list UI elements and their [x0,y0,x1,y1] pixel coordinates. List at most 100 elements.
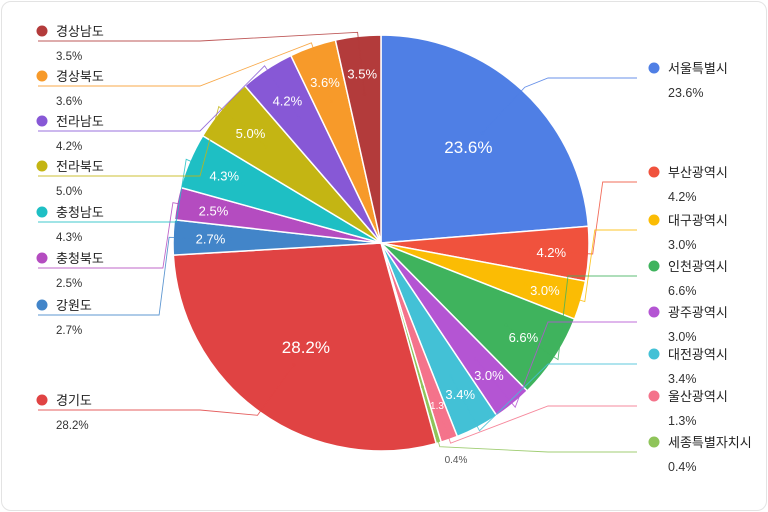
leader-dot [504,323,508,327]
leader-dot [449,374,453,378]
legend-item: 서울특별시 23.6% [648,62,728,100]
leader-line [38,42,333,102]
leader-line [422,386,637,453]
legend-color-dot [648,390,660,402]
slice-value-label: 1.3 [430,401,444,412]
leader-dot [264,145,268,149]
legend-percent: 23.6% [668,86,703,100]
legend-label: 전라남도 [56,115,104,130]
leader-line [38,31,365,95]
legend-percent: 3.0% [668,330,697,344]
slice-value-label: 3.5% [347,67,377,82]
legend-percent: 1.3% [668,414,697,428]
leader-dot [292,363,296,367]
legend-label: 충청북도 [56,252,104,267]
slice-value-label: 2.5% [199,204,229,219]
legend-percent: 3.6% [56,96,82,108]
legend-color-dot [648,214,660,226]
leader-line [38,158,244,223]
legend-item: 충청북도 2.5% [36,252,104,290]
legend-percent: 5.0% [56,186,82,198]
legend-item: 부산광역시 4.2% [648,166,728,204]
legend-percent: 3.0% [668,238,697,252]
leader-lines [38,31,637,453]
leader-dot [362,92,367,96]
legend-label: 경상남도 [56,25,104,40]
legend-color-dot [648,306,660,318]
legend-color-dot [36,70,48,82]
legend-label: 부산광역시 [668,166,728,181]
slice-value-label: 6.6% [509,330,539,345]
legend-item: 충청남도 4.3% [36,206,104,244]
legend-percent: 4.2% [668,190,697,204]
leader-dot [428,382,432,387]
legend-item: 강원도 2.7% [36,299,92,337]
legend-label: 전라북도 [56,160,104,175]
legend-color-dot [648,436,660,448]
legend-item: 광주광역시 3.0% [648,306,728,344]
slice-value-label: 4.2% [536,245,566,260]
legend-color-dot [648,62,660,74]
legend-label: 울산광역시 [668,390,728,405]
slice-value-labels: 23.6% 4.2% 3.0% 6.6% 3.0% 3.4%1.3 0.4% 28.2% 2.7… [196,67,567,467]
legend-color-dot [648,166,660,178]
slice-value-label: 3.4% [445,387,475,402]
slice-value-label: 28.2% [282,338,330,357]
legend-percent: 2.7% [56,325,82,337]
legend-percent: 28.2% [56,420,89,432]
legend-label: 대전광역시 [668,348,728,363]
legend-item: 대전광역시 3.4% [648,348,728,386]
legend-label: 경상북도 [56,70,104,85]
leader-line [530,181,637,255]
slice-value-label: 23.6% [444,138,492,157]
leader-dot [232,213,236,217]
leader-line [450,363,637,432]
legend-label: 강원도 [56,299,92,314]
legend-color-dot [36,394,48,406]
leader-dot [529,249,533,253]
leader-dot [480,131,485,135]
leader-line [38,65,300,132]
slice-value-label: 4.3% [209,169,239,184]
leader-dot [474,357,478,361]
leader-dot [241,182,245,186]
legend-item: 경상북도 3.6% [36,70,104,108]
legend-percent: 4.3% [56,232,82,244]
legend-label: 세종특별자치시 [668,436,752,451]
slice-outside-label: 0.4% [445,455,468,466]
legend-color-dot [36,160,48,172]
leader-line [524,229,637,303]
leader-line [38,105,267,177]
legend-label: 충청남도 [56,206,104,221]
slice-value-label: 4.2% [273,93,303,108]
legend-item: 전라남도 4.2% [36,115,104,153]
leader-line [38,202,235,269]
leader-dot [420,385,425,389]
slice-value-label: 3.0% [530,283,560,298]
legend-label: 대구광역시 [668,214,728,229]
legend-color-dot [36,115,48,127]
slice-value-label: 2.7% [196,231,226,246]
legend-label: 광주광역시 [668,306,728,321]
legend-item: 경상남도 3.5% [36,25,104,63]
legend-percent: 3.5% [56,51,82,63]
legend-color-dot [36,25,48,37]
leader-line [505,275,637,361]
leader-line [482,77,637,134]
legend-color-dot [36,299,48,311]
legend-color-dot [36,206,48,218]
leader-dot [330,99,334,104]
leader-dot [297,116,301,120]
leader-line [38,364,295,416]
legend-percent: 6.6% [668,284,697,298]
legend-percent: 3.4% [668,372,697,386]
legend-item: 전라북도 5.0% [36,160,104,198]
legend-label: 서울특별시 [668,62,728,77]
legend-percent: 4.2% [56,141,82,153]
legend-item: 세종특별자치시 0.4% [648,436,752,474]
legend-percent: 0.4% [668,460,697,474]
legend-label: 인천광역시 [668,260,728,275]
slice-value-label: 5.0% [236,126,266,141]
legend-item: 경기도 28.2% [36,394,92,432]
